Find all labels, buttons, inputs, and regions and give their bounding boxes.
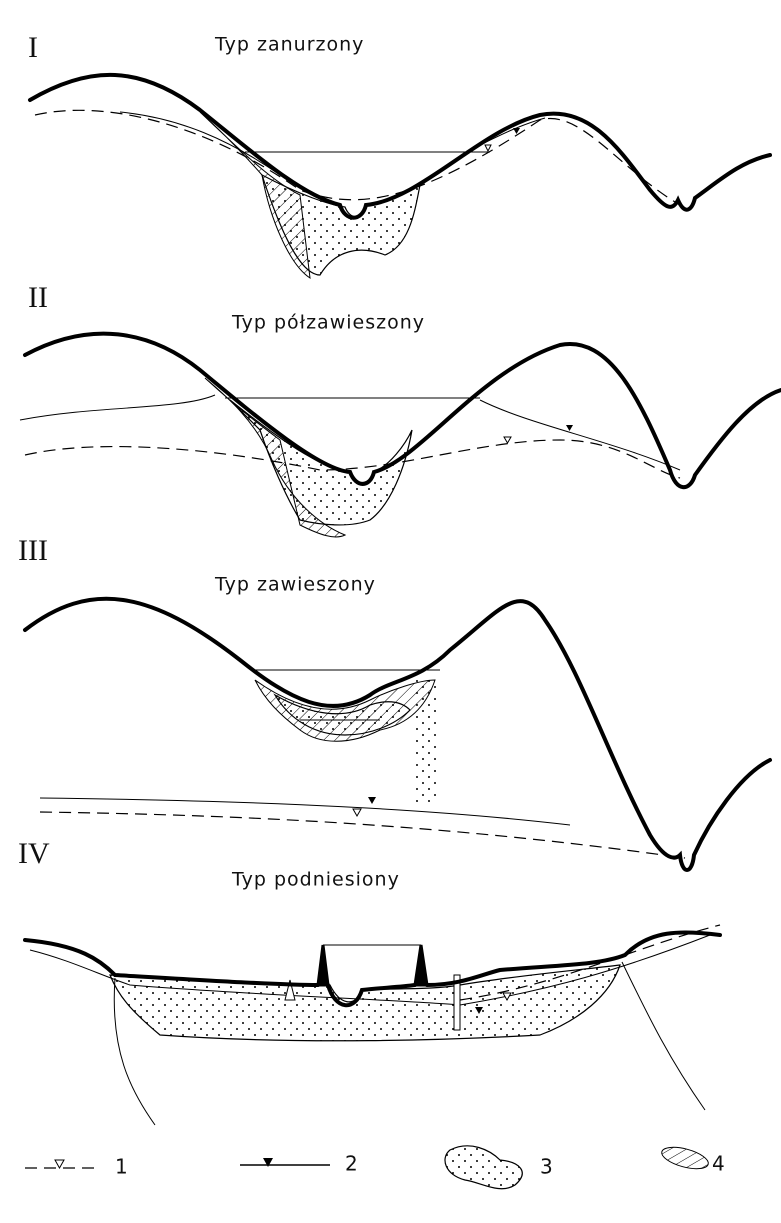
ground-surface (23, 930, 722, 1008)
water-table (24, 439, 681, 479)
panel-title: Typ zanurzony (214, 34, 364, 56)
groundwater-line (39, 797, 571, 826)
legend-label: 3 (540, 1155, 553, 1179)
symbol-1 (484, 144, 492, 153)
panel-numeral: II (28, 281, 48, 314)
seepage-zone (415, 680, 437, 805)
symbol-2 (566, 425, 573, 431)
panel-numeral: I (28, 31, 38, 64)
groundwater-line (19, 394, 681, 471)
bank-deposit (199, 111, 311, 280)
symbol-2 (513, 128, 520, 134)
legend-label: 4 (712, 1152, 725, 1176)
valley-wall (113, 961, 706, 1126)
well (453, 974, 461, 1031)
panel-title: Typ podniesiony (231, 869, 400, 891)
symbol-2 (368, 797, 376, 804)
ground-surface (28, 73, 772, 220)
panel-3: III Typ zawieszony (18, 534, 772, 872)
panel-title: Typ półzawieszony (231, 312, 425, 334)
water-table (34, 109, 681, 206)
symbol-1 (502, 992, 512, 1002)
panel-numeral: IV (18, 837, 50, 870)
legend-label: 1 (115, 1155, 128, 1179)
groundwater-line (29, 934, 711, 1006)
water-table (39, 811, 686, 859)
panel-title: Typ zawieszony (214, 574, 376, 596)
symbol-1 (352, 808, 362, 818)
legend: 1 2 3 4 (25, 1145, 725, 1190)
panel-1: I Typ zanurzony (28, 31, 772, 280)
sediment (260, 173, 421, 276)
embankment (316, 944, 429, 987)
legend-symbol-4 (661, 1146, 709, 1170)
legend-symbol-1-marker (54, 1159, 65, 1170)
panel-2: II Typ półzawieszony (19, 281, 781, 538)
ground-surface (23, 331, 781, 490)
ground-surface (23, 596, 772, 872)
legend-label: 2 (345, 1152, 358, 1176)
legend-symbol-3 (444, 1145, 523, 1190)
legend-symbol-2-marker (263, 1158, 273, 1167)
drain (284, 979, 296, 1001)
panel-4: IV Typ podniesiony (18, 837, 722, 1126)
panel-numeral: III (18, 534, 48, 567)
alluvial-fill (109, 964, 621, 1042)
symbol-2 (475, 1007, 483, 1014)
sediment (273, 693, 411, 736)
symbol-1 (503, 436, 512, 444)
